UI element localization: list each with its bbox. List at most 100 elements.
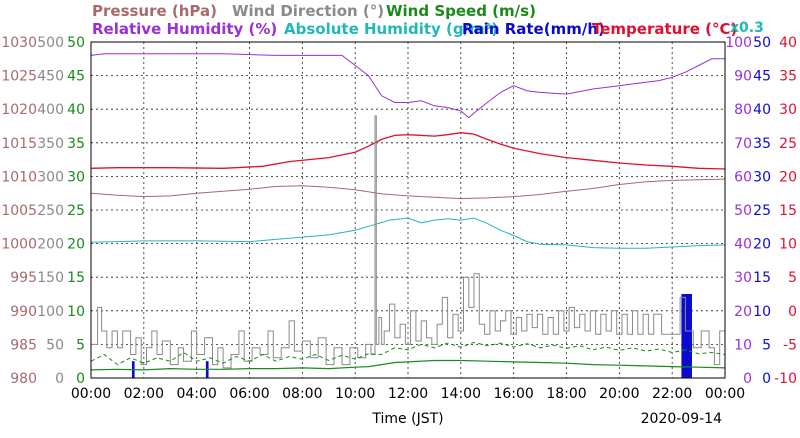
y-tick-pressure: 995: [10, 270, 37, 286]
rain-scale-note: x0.3: [730, 20, 764, 36]
y-tick-wind_speed: 45: [67, 69, 85, 85]
y-tick-pressure: 985: [10, 337, 37, 353]
x-tick-label: 16:00: [493, 386, 533, 402]
series-line-wind_speed_avg: [90, 359, 726, 371]
y-tick-rain_rate: 35: [753, 136, 771, 152]
y-tick-temperature: 10: [779, 237, 797, 253]
x-tick-label: 14:00: [441, 386, 481, 402]
y-tick-relative_humidity: 30: [734, 270, 752, 286]
y-tick-wind_direction: 400: [37, 102, 64, 118]
y-tick-rain_rate: 30: [753, 169, 771, 185]
y-tick-relative_humidity: 50: [734, 203, 752, 219]
y-tick-rain_rate: 40: [753, 102, 771, 118]
y-tick-relative_humidity: 10: [734, 337, 752, 353]
y-tick-wind_speed: 25: [67, 203, 85, 219]
series-line-wind_speed_max: [90, 341, 726, 366]
legend-entry: Wind Direction (°): [232, 2, 384, 20]
series-line-temperature: [90, 132, 726, 170]
x-tick-label: 00:00: [71, 386, 111, 402]
y-tick-temperature: -5: [783, 337, 797, 353]
x-tick-label: 02:00: [124, 386, 164, 402]
y-tick-relative_humidity: 20: [734, 304, 752, 320]
y-tick-pressure: 1015: [1, 136, 37, 152]
y-tick-temperature: 40: [779, 35, 797, 51]
y-tick-wind_direction: 300: [37, 169, 64, 185]
series-line-wind_direction: [91, 115, 726, 369]
y-tick-wind_speed: 50: [67, 35, 85, 51]
y-tick-pressure: 1005: [1, 203, 37, 219]
y-tick-wind_speed: 5: [76, 337, 85, 353]
y-tick-temperature: 0: [788, 304, 797, 320]
legend-entry: Absolute Humidity (g/m³): [284, 20, 498, 38]
x-tick-label: 00:00: [705, 386, 745, 402]
y-tick-wind_speed: 35: [67, 136, 85, 152]
legend-entry: Temperature (°C): [592, 20, 737, 38]
x-tick-label: 06:00: [229, 386, 269, 402]
y-tick-relative_humidity: 70: [734, 136, 752, 152]
y-tick-wind_speed: 0: [76, 371, 85, 387]
y-tick-rain_rate: 45: [753, 69, 771, 85]
series-line-absolute_humidity: [90, 217, 726, 249]
y-tick-rain_rate: 50: [753, 35, 771, 51]
y-tick-pressure: 1000: [1, 237, 37, 253]
y-tick-wind_direction: 150: [37, 270, 64, 286]
x-tick-label: 10:00: [335, 386, 375, 402]
y-tick-rain_rate: 5: [762, 337, 771, 353]
y-tick-wind_speed: 20: [67, 237, 85, 253]
y-tick-wind_direction: 0: [55, 371, 64, 387]
y-tick-pressure: 980: [10, 371, 37, 387]
y-tick-relative_humidity: 90: [734, 69, 752, 85]
y-tick-rain_rate: 25: [753, 203, 771, 219]
x-tick-label: 12:00: [388, 386, 428, 402]
y-tick-temperature: 25: [779, 136, 797, 152]
y-tick-temperature: 20: [779, 169, 797, 185]
y-tick-wind_direction: 200: [37, 237, 64, 253]
y-tick-wind_speed: 10: [67, 304, 85, 320]
x-tick-label: 20:00: [599, 386, 639, 402]
y-tick-pressure: 1030: [1, 35, 37, 51]
y-tick-temperature: 15: [779, 203, 797, 219]
y-tick-pressure: 990: [10, 304, 37, 320]
legend-entry: Relative Humidity (%): [92, 20, 277, 38]
y-tick-wind_direction: 350: [37, 136, 64, 152]
y-tick-rain_rate: 0: [762, 371, 771, 387]
y-tick-wind_direction: 250: [37, 203, 64, 219]
x-tick-label: 22:00: [652, 386, 692, 402]
y-tick-relative_humidity: 80: [734, 102, 752, 118]
y-tick-temperature: -10: [774, 371, 797, 387]
series-line-relative_humidity: [90, 53, 725, 119]
chart-date: 2020-09-14: [641, 411, 722, 427]
y-tick-pressure: 1025: [1, 69, 37, 85]
y-tick-relative_humidity: 100: [725, 35, 752, 51]
rain-bar-2: [681, 294, 692, 378]
y-tick-temperature: 35: [779, 69, 797, 85]
x-tick-label: 04:00: [176, 386, 216, 402]
y-tick-relative_humidity: 0: [743, 371, 752, 387]
y-tick-wind_direction: 500: [37, 35, 64, 51]
y-tick-pressure: 1020: [1, 102, 37, 118]
x-tick-label: 08:00: [282, 386, 322, 402]
series-line-pressure: [90, 178, 726, 200]
legend-entry: Pressure (hPa): [92, 2, 217, 20]
y-tick-rain_rate: 15: [753, 270, 771, 286]
y-tick-wind_direction: 100: [37, 304, 64, 320]
y-tick-temperature: 5: [788, 270, 797, 286]
y-tick-rain_rate: 10: [753, 304, 771, 320]
y-tick-pressure: 1010: [1, 169, 37, 185]
y-tick-wind_speed: 40: [67, 102, 85, 118]
x-axis-label: Time (JST): [371, 411, 443, 427]
y-tick-rain_rate: 20: [753, 237, 771, 253]
y-tick-wind_speed: 30: [67, 169, 85, 185]
y-tick-temperature: 30: [779, 102, 797, 118]
y-tick-relative_humidity: 60: [734, 169, 752, 185]
plot-frame: [90, 41, 726, 379]
x-tick-label: 18:00: [546, 386, 586, 402]
y-tick-wind_direction: 50: [46, 337, 64, 353]
legend-entry: Wind Speed (m/s): [386, 2, 536, 20]
legend-entry: Rain Rate(mm/h): [462, 20, 605, 38]
y-tick-relative_humidity: 40: [734, 237, 752, 253]
y-tick-wind_speed: 15: [67, 270, 85, 286]
y-tick-wind_direction: 450: [37, 69, 64, 85]
